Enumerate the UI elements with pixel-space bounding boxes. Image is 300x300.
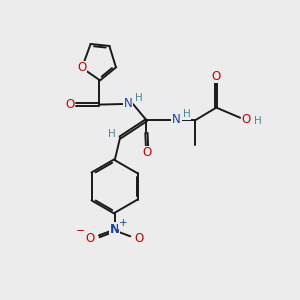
Text: O: O [65,98,75,111]
Text: +: + [118,218,127,228]
Text: O: O [212,70,221,83]
Text: O: O [86,232,95,245]
Text: O: O [135,232,144,245]
Text: N: N [124,97,133,110]
Text: −: − [76,226,86,236]
Text: H: H [254,116,261,126]
Text: O: O [77,61,86,74]
Text: N: N [110,223,120,236]
Text: H: H [135,93,143,103]
Text: H: H [183,110,190,119]
Text: O: O [142,146,152,160]
Text: N: N [172,113,181,126]
Text: O: O [242,113,251,126]
Text: H: H [108,130,116,140]
